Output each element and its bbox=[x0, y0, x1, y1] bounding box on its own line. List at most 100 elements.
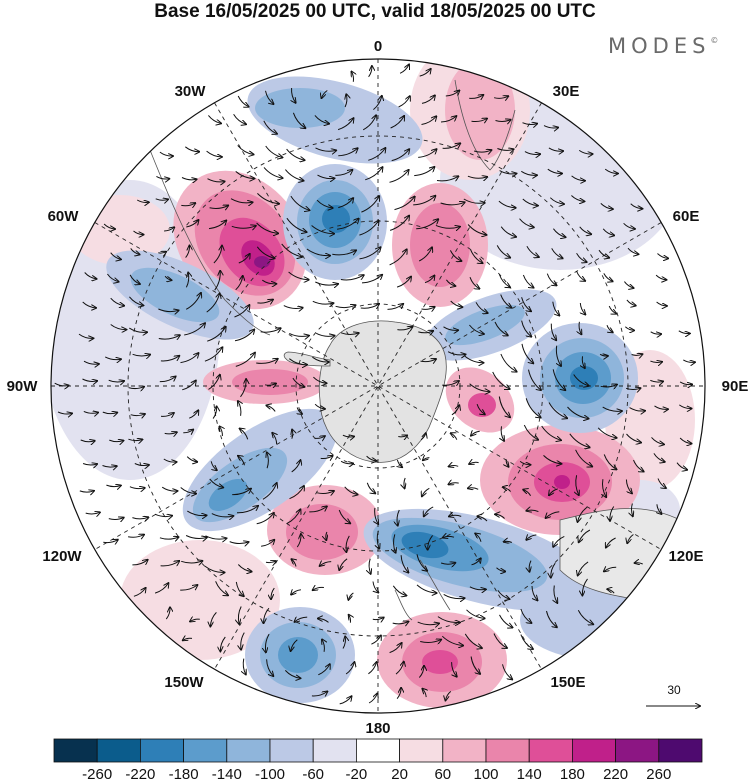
wind-arrow bbox=[463, 198, 485, 203]
wind-arrow bbox=[361, 275, 382, 284]
colorbar-swatch bbox=[269, 738, 314, 763]
wind-arrow bbox=[215, 581, 228, 595]
wind-arrow bbox=[286, 509, 301, 525]
wind-arrow bbox=[129, 274, 140, 284]
wind-arrow bbox=[180, 585, 197, 591]
wind-arrow bbox=[395, 662, 404, 675]
wind-arrow bbox=[340, 460, 353, 463]
colorbar-tick-label: 180 bbox=[560, 766, 585, 783]
wind-arrow bbox=[340, 275, 364, 281]
wind-arrow bbox=[264, 607, 270, 623]
colorbar-swatch bbox=[96, 738, 141, 763]
wind-arrow bbox=[315, 281, 338, 285]
wind-arrow bbox=[290, 195, 310, 210]
wind-arrow bbox=[129, 327, 147, 332]
wind-arrow bbox=[158, 335, 180, 339]
wind-arrow bbox=[683, 359, 695, 362]
wind-arrow bbox=[506, 459, 508, 466]
wind-arrow bbox=[499, 614, 513, 628]
wind-arrow bbox=[440, 202, 465, 205]
wind-arrow bbox=[288, 271, 309, 280]
wind-arrow bbox=[296, 534, 301, 548]
colorbar-tick-label: -20 bbox=[346, 766, 368, 783]
wind-arrow bbox=[371, 636, 381, 645]
wind-arrow bbox=[450, 300, 463, 307]
lon-label-180: 180 bbox=[365, 720, 390, 737]
wind-arrow bbox=[469, 324, 483, 334]
wind-arrow bbox=[272, 433, 276, 445]
wind-arrow bbox=[159, 151, 173, 156]
wind-arrow bbox=[160, 356, 179, 362]
lon-label-90w: 90W bbox=[7, 378, 39, 395]
negative-anomaly-a bbox=[283, 164, 387, 280]
wind-arrow bbox=[284, 670, 300, 678]
wind-arrow bbox=[631, 354, 643, 355]
wind-arrow bbox=[422, 487, 430, 496]
wind-arrow bbox=[183, 638, 193, 640]
wind-arrow bbox=[377, 530, 379, 549]
wind-arrow bbox=[404, 477, 405, 488]
page-title: Base 16/05/2025 00 UTC, valid 18/05/2025… bbox=[154, 1, 596, 22]
wind-arrow bbox=[631, 503, 632, 517]
wind-arrow bbox=[186, 220, 198, 228]
positive-anomaly-c bbox=[203, 360, 327, 404]
wind-arrow bbox=[314, 436, 325, 438]
wind-arrow bbox=[235, 353, 255, 367]
wind-arrow bbox=[451, 662, 457, 677]
wind-arrow bbox=[428, 535, 433, 549]
wind-arrow bbox=[110, 252, 121, 260]
wind-arrow bbox=[368, 148, 385, 161]
south-america-coast bbox=[149, 149, 271, 336]
wind-arrow bbox=[156, 175, 169, 179]
wind-arrow bbox=[316, 199, 333, 208]
wind-arrow bbox=[469, 586, 486, 590]
negative-anomaly-f bbox=[182, 408, 338, 532]
wind-arrow bbox=[342, 637, 345, 649]
wind-arrow bbox=[500, 353, 517, 372]
reference-vector: 30 bbox=[646, 683, 700, 706]
colorbar-swatch bbox=[183, 738, 228, 763]
wind-arrow bbox=[576, 270, 586, 281]
wind-arrow bbox=[128, 439, 142, 440]
wind-arrow bbox=[579, 226, 592, 234]
wind-arrow bbox=[205, 535, 227, 539]
wind-arrow bbox=[338, 509, 350, 523]
wind-arrow bbox=[397, 459, 402, 467]
wind-arrow bbox=[679, 404, 691, 409]
wind-arrow bbox=[447, 351, 465, 355]
wind-arrow bbox=[623, 222, 635, 229]
wind-arrow bbox=[420, 433, 426, 441]
wind-arrow bbox=[204, 347, 223, 362]
wind-arrow bbox=[187, 510, 206, 516]
wind-arrow bbox=[475, 302, 488, 313]
wind-arrow bbox=[344, 486, 358, 495]
wind-arrow bbox=[285, 169, 303, 181]
wind-arrow bbox=[165, 607, 170, 620]
wind-arrow bbox=[579, 321, 581, 335]
wind-arrow bbox=[158, 309, 178, 312]
wind-arrow bbox=[467, 224, 486, 235]
wind-arrow bbox=[392, 585, 406, 596]
wind-arrow bbox=[502, 664, 513, 679]
wind-arrow bbox=[553, 535, 565, 546]
wind-arrow bbox=[160, 561, 180, 567]
wind-arrow bbox=[349, 615, 351, 623]
wind-arrow bbox=[102, 466, 117, 468]
wind-arrow bbox=[549, 488, 558, 495]
wind-arrow bbox=[366, 455, 377, 461]
wind-arrow bbox=[159, 537, 179, 539]
wind-arrow bbox=[159, 377, 176, 383]
wind-arrow bbox=[446, 691, 452, 700]
wind-arrow bbox=[389, 170, 409, 183]
wind-arrow bbox=[442, 381, 459, 385]
wind-arrow bbox=[372, 618, 384, 620]
wind-arrow bbox=[346, 535, 350, 552]
wind-arrow bbox=[469, 95, 483, 99]
wind-arrow bbox=[237, 95, 248, 107]
wind-arrow bbox=[322, 640, 324, 652]
wind-arrow bbox=[210, 612, 217, 626]
wind-arrow bbox=[466, 609, 485, 619]
wind-arrow bbox=[267, 453, 269, 469]
wind-arrow bbox=[531, 585, 537, 600]
wind-arrow bbox=[548, 147, 563, 151]
